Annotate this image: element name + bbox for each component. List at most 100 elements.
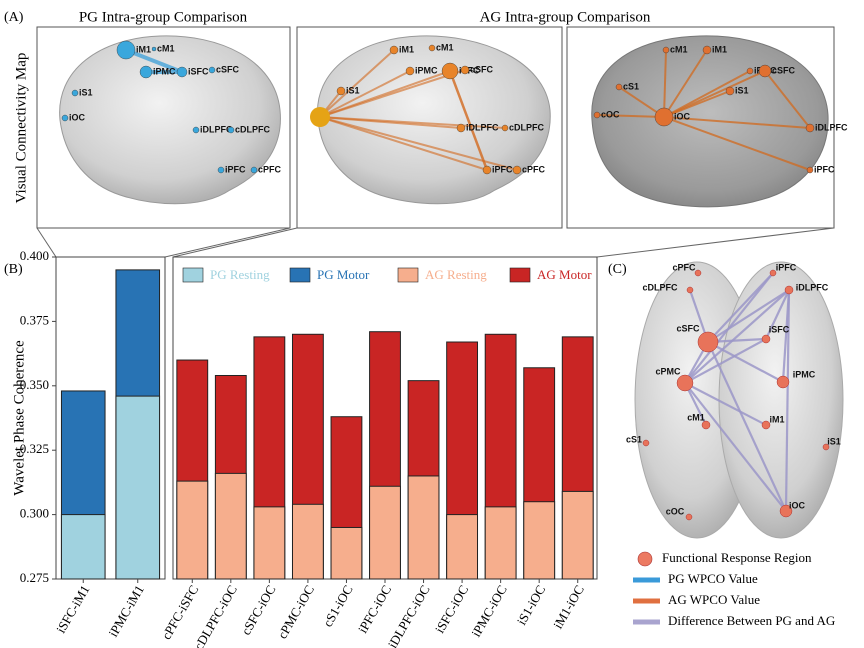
region-node [61,114,69,122]
bar [561,490,594,580]
region-node [512,165,522,175]
region-node [441,62,459,80]
region-label: iDLPFC [796,282,829,292]
legend-label: Functional Response Region [662,550,812,565]
y-axis-label: Wavelet Phase Coherence [11,340,27,496]
region-label: iPMC [415,65,438,75]
region-label: iOC [789,500,806,510]
connection [707,272,774,343]
panel-label: (C) [608,262,627,277]
bar [369,485,401,580]
bar [60,514,106,580]
panel-label: (A) [4,10,24,25]
legend-label: Difference Between PG and AG [668,613,835,628]
connection [319,69,466,118]
bar [330,526,363,580]
region-node [779,504,793,518]
region-label: iOC [69,112,86,122]
region-node [192,126,200,134]
connection [684,382,787,512]
region-node [336,86,346,96]
legend-label: PG WPCO Value [668,571,758,586]
region-node [116,40,136,60]
y-tick-label: 0.400 [20,248,49,263]
legend-marker [637,551,653,567]
connection [684,289,790,384]
edges [125,48,811,512]
region-label: cM1 [436,42,454,52]
region-label: iS1 [735,85,749,95]
bar [176,480,209,580]
map-title: PG Intra-group Comparison [79,9,248,25]
region-label: iPFC [776,262,797,272]
connection [663,116,811,171]
connector [164,227,291,258]
region-label: cDLPFC [235,124,271,134]
region-label: iDLPFC [200,124,233,134]
connection [684,382,767,426]
y-tick-label: 0.325 [20,441,49,456]
region-node [71,89,79,97]
legend-swatch [182,267,204,283]
region-node [428,44,436,52]
legend-label: AG Resting [425,267,487,282]
legend-label: AG Motor [537,267,592,282]
region-node [217,166,225,174]
region-label: iSFC [769,324,790,334]
region-node [784,285,794,295]
region-label: cDLPFC [509,122,545,132]
region-node [746,67,754,75]
connection [663,90,731,118]
connection [596,114,665,118]
legend-label: PG Motor [317,267,370,282]
connection [663,116,811,129]
y-tick-label: 0.350 [20,377,49,392]
region-node [702,45,712,55]
region-label: iS1 [79,87,93,97]
bar [407,475,440,580]
connection [707,341,787,512]
region-label: cS1 [623,81,639,91]
region-node [701,420,711,430]
connection [765,289,790,340]
legend-swatch [289,267,311,283]
connection [448,70,489,171]
region-node [676,374,694,392]
region-node [176,66,188,78]
region-label: iS1 [346,85,360,95]
x-tick-label: iS1-iOC [514,582,549,627]
region-label: iM1 [399,44,414,54]
connection [684,338,767,384]
region-label: iSFC [459,65,480,75]
x-tick-label: iM1-iOC [550,582,587,631]
region-node [685,513,693,521]
x-tick-label: cPMC-iOC [274,582,317,641]
region-node [697,331,719,353]
connection [319,116,506,129]
region-node [761,420,771,430]
connection [663,70,751,118]
region-node [822,443,830,451]
region-label: cOC [666,506,685,516]
x-tick-label: iSFC-iOC [432,582,471,635]
connector [172,227,298,258]
bar [214,472,247,580]
region-node [761,334,771,344]
legend-swatch [397,267,419,283]
region-node [694,269,702,277]
region-label: cOC [601,109,620,119]
region-label: iS1 [827,436,841,446]
region-label: iSFC [188,66,209,76]
region-node [805,123,815,133]
region-node [208,66,216,74]
region-label: cM1 [157,43,175,53]
connection [663,49,667,118]
region-node [662,46,670,54]
x-tick-label: iPMC-iM1 [105,582,147,639]
region-node [482,165,492,175]
region-node [725,86,735,96]
region-label: cSFC [216,64,240,74]
x-tick-label: cS1-iOC [320,582,356,629]
region-label: iDLPFC [815,122,848,132]
region-node [460,65,470,75]
